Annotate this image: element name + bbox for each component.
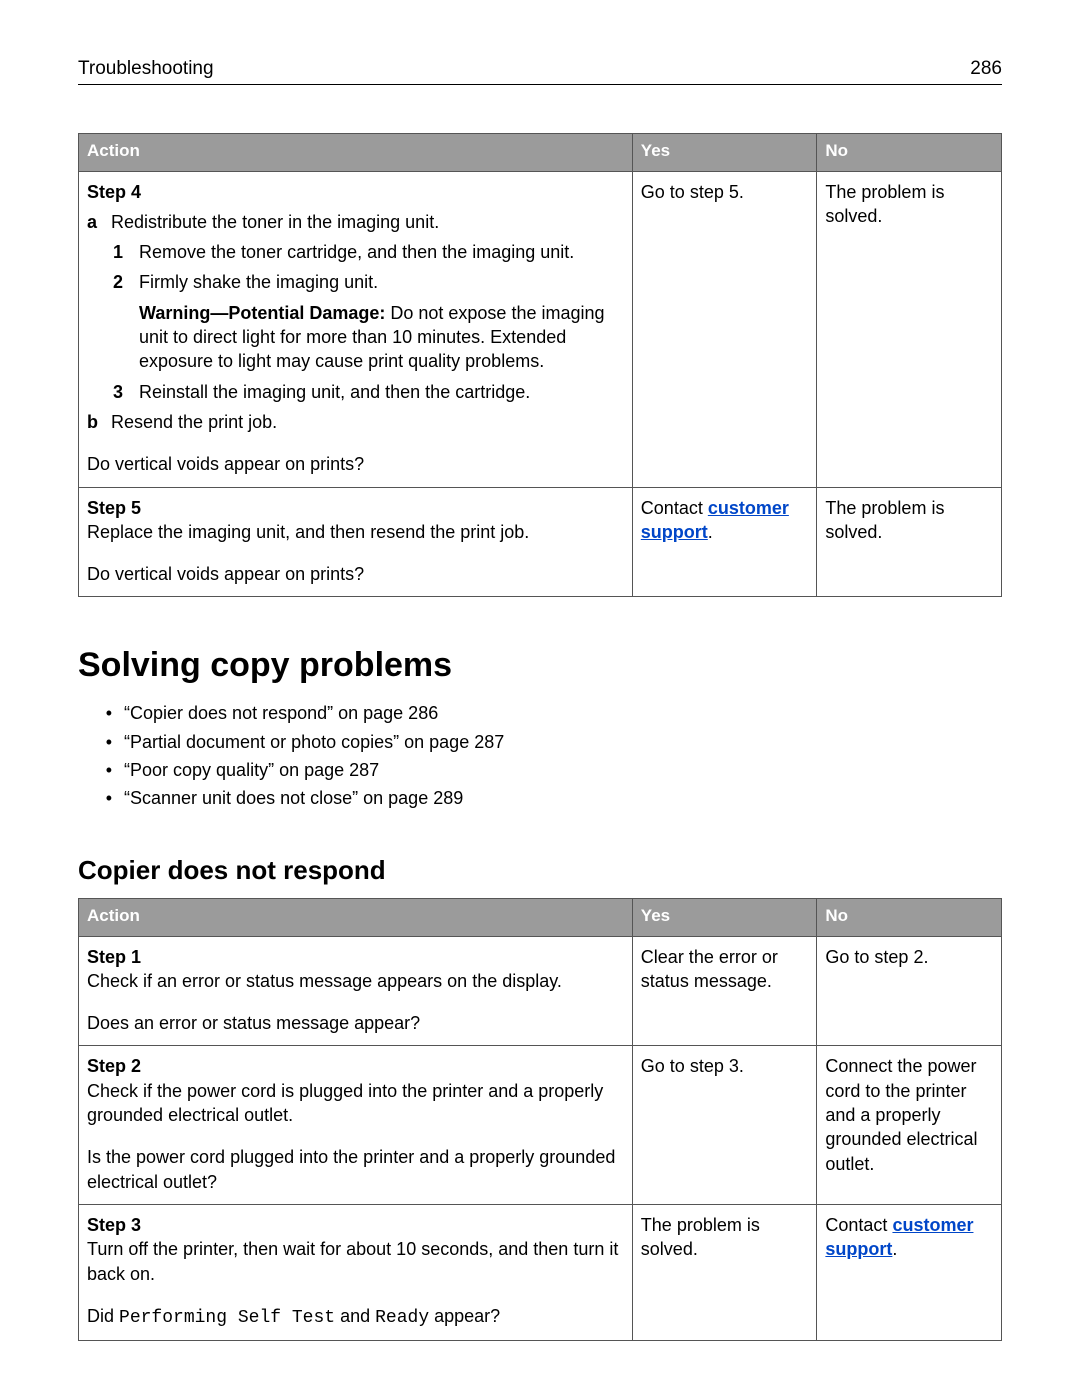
warning-text: Warning—Potential Damage: Do not expose … (139, 301, 624, 374)
toc-item: “Scanner unit does not close” on page 28… (122, 786, 1002, 810)
list-marker: b (87, 410, 111, 434)
col-header-yes: Yes (632, 133, 817, 171)
code-text: Performing Self Test (119, 1308, 335, 1328)
step-label: Step 4 (87, 180, 624, 204)
no-pre: Contact (825, 1215, 892, 1235)
list-text: Redistribute the toner in the imaging un… (111, 210, 439, 234)
yes-cell: Contact customer support. (632, 487, 817, 597)
action-cell: Step 2 Check if the power cord is plugge… (79, 1046, 633, 1204)
step-label: Step 2 (87, 1054, 624, 1078)
toc-item: “Poor copy quality” on page 287 (122, 758, 1002, 782)
header-section: Troubleshooting (78, 56, 214, 82)
q-pre: Did (87, 1306, 119, 1326)
toc-list: “Copier does not respond” on page 286 “P… (78, 701, 1002, 810)
action-cell: Step 1 Check if an error or status messa… (79, 936, 633, 1046)
page-number: 286 (970, 56, 1002, 82)
list-marker: a (87, 210, 111, 234)
col-header-yes: Yes (632, 898, 817, 936)
step-question: Did Performing Self Test and Ready appea… (87, 1304, 624, 1330)
toc-item: “Copier does not respond” on page 286 (122, 701, 1002, 725)
troubleshoot-table-vertical-voids: Action Yes No Step 4 a Redistribute the … (78, 133, 1002, 598)
yes-cell: Clear the error or status message. (632, 936, 817, 1046)
no-cell: Go to step 2. (817, 936, 1002, 1046)
action-cell: Step 3 Turn off the printer, then wait f… (79, 1204, 633, 1340)
list-text: Firmly shake the imaging unit. (139, 270, 378, 294)
no-cell: The problem is solved. (817, 487, 1002, 597)
running-header: Troubleshooting 286 (78, 56, 1002, 85)
table-row: Step 4 a Redistribute the toner in the i… (79, 171, 1002, 487)
col-header-no: No (817, 898, 1002, 936)
action-cell: Step 5 Replace the imaging unit, and the… (79, 487, 633, 597)
no-cell: Contact customer support. (817, 1204, 1002, 1340)
step-body: Turn off the printer, then wait for abou… (87, 1237, 624, 1286)
toc-item: “Partial document or photo copies” on pa… (122, 730, 1002, 754)
q-post: appear? (429, 1306, 500, 1326)
step-question: Do vertical voids appear on prints? (87, 562, 624, 586)
q-mid: and (335, 1306, 375, 1326)
list-text: Reinstall the imaging unit, and then the… (139, 380, 530, 404)
table-row: Step 5 Replace the imaging unit, and the… (79, 487, 1002, 597)
step-body: Check if the power cord is plugged into … (87, 1079, 624, 1128)
step-question: Do vertical voids appear on prints? (87, 452, 624, 476)
step-label: Step 5 (87, 496, 624, 520)
list-marker: 1 (113, 240, 139, 264)
list-text: Remove the toner cartridge, and then the… (139, 240, 574, 264)
col-header-action: Action (79, 898, 633, 936)
no-cell: Connect the power cord to the printer an… (817, 1046, 1002, 1204)
step-label: Step 3 (87, 1213, 624, 1237)
step-body: Replace the imaging unit, and then resen… (87, 520, 624, 544)
action-cell: Step 4 a Redistribute the toner in the i… (79, 171, 633, 487)
page: Troubleshooting 286 Action Yes No Step 4… (0, 0, 1080, 1400)
yes-pre: Contact (641, 498, 708, 518)
no-cell: The problem is solved. (817, 171, 1002, 487)
step-question: Is the power cord plugged into the print… (87, 1145, 624, 1194)
yes-post: . (708, 522, 713, 542)
section-heading: Solving copy problems (78, 643, 1002, 689)
list-marker: 3 (113, 380, 139, 404)
warning-label: Warning—Potential Damage: (139, 303, 385, 323)
col-header-action: Action (79, 133, 633, 171)
table-row: Step 2 Check if the power cord is plugge… (79, 1046, 1002, 1204)
step-question: Does an error or status message appear? (87, 1011, 624, 1035)
list-text: Resend the print job. (111, 410, 277, 434)
code-text: Ready (375, 1308, 429, 1328)
step-label: Step 1 (87, 945, 624, 969)
no-post: . (892, 1239, 897, 1259)
list-marker: 2 (113, 270, 139, 294)
table-row: Step 3 Turn off the printer, then wait f… (79, 1204, 1002, 1340)
yes-cell: Go to step 3. (632, 1046, 817, 1204)
troubleshoot-table-copier: Action Yes No Step 1 Check if an error o… (78, 898, 1002, 1342)
yes-cell: Go to step 5. (632, 171, 817, 487)
col-header-no: No (817, 133, 1002, 171)
step-body: Check if an error or status message appe… (87, 969, 624, 993)
table-row: Step 1 Check if an error or status messa… (79, 936, 1002, 1046)
yes-cell: The problem is solved. (632, 1204, 817, 1340)
subsection-heading: Copier does not respond (78, 853, 1002, 888)
